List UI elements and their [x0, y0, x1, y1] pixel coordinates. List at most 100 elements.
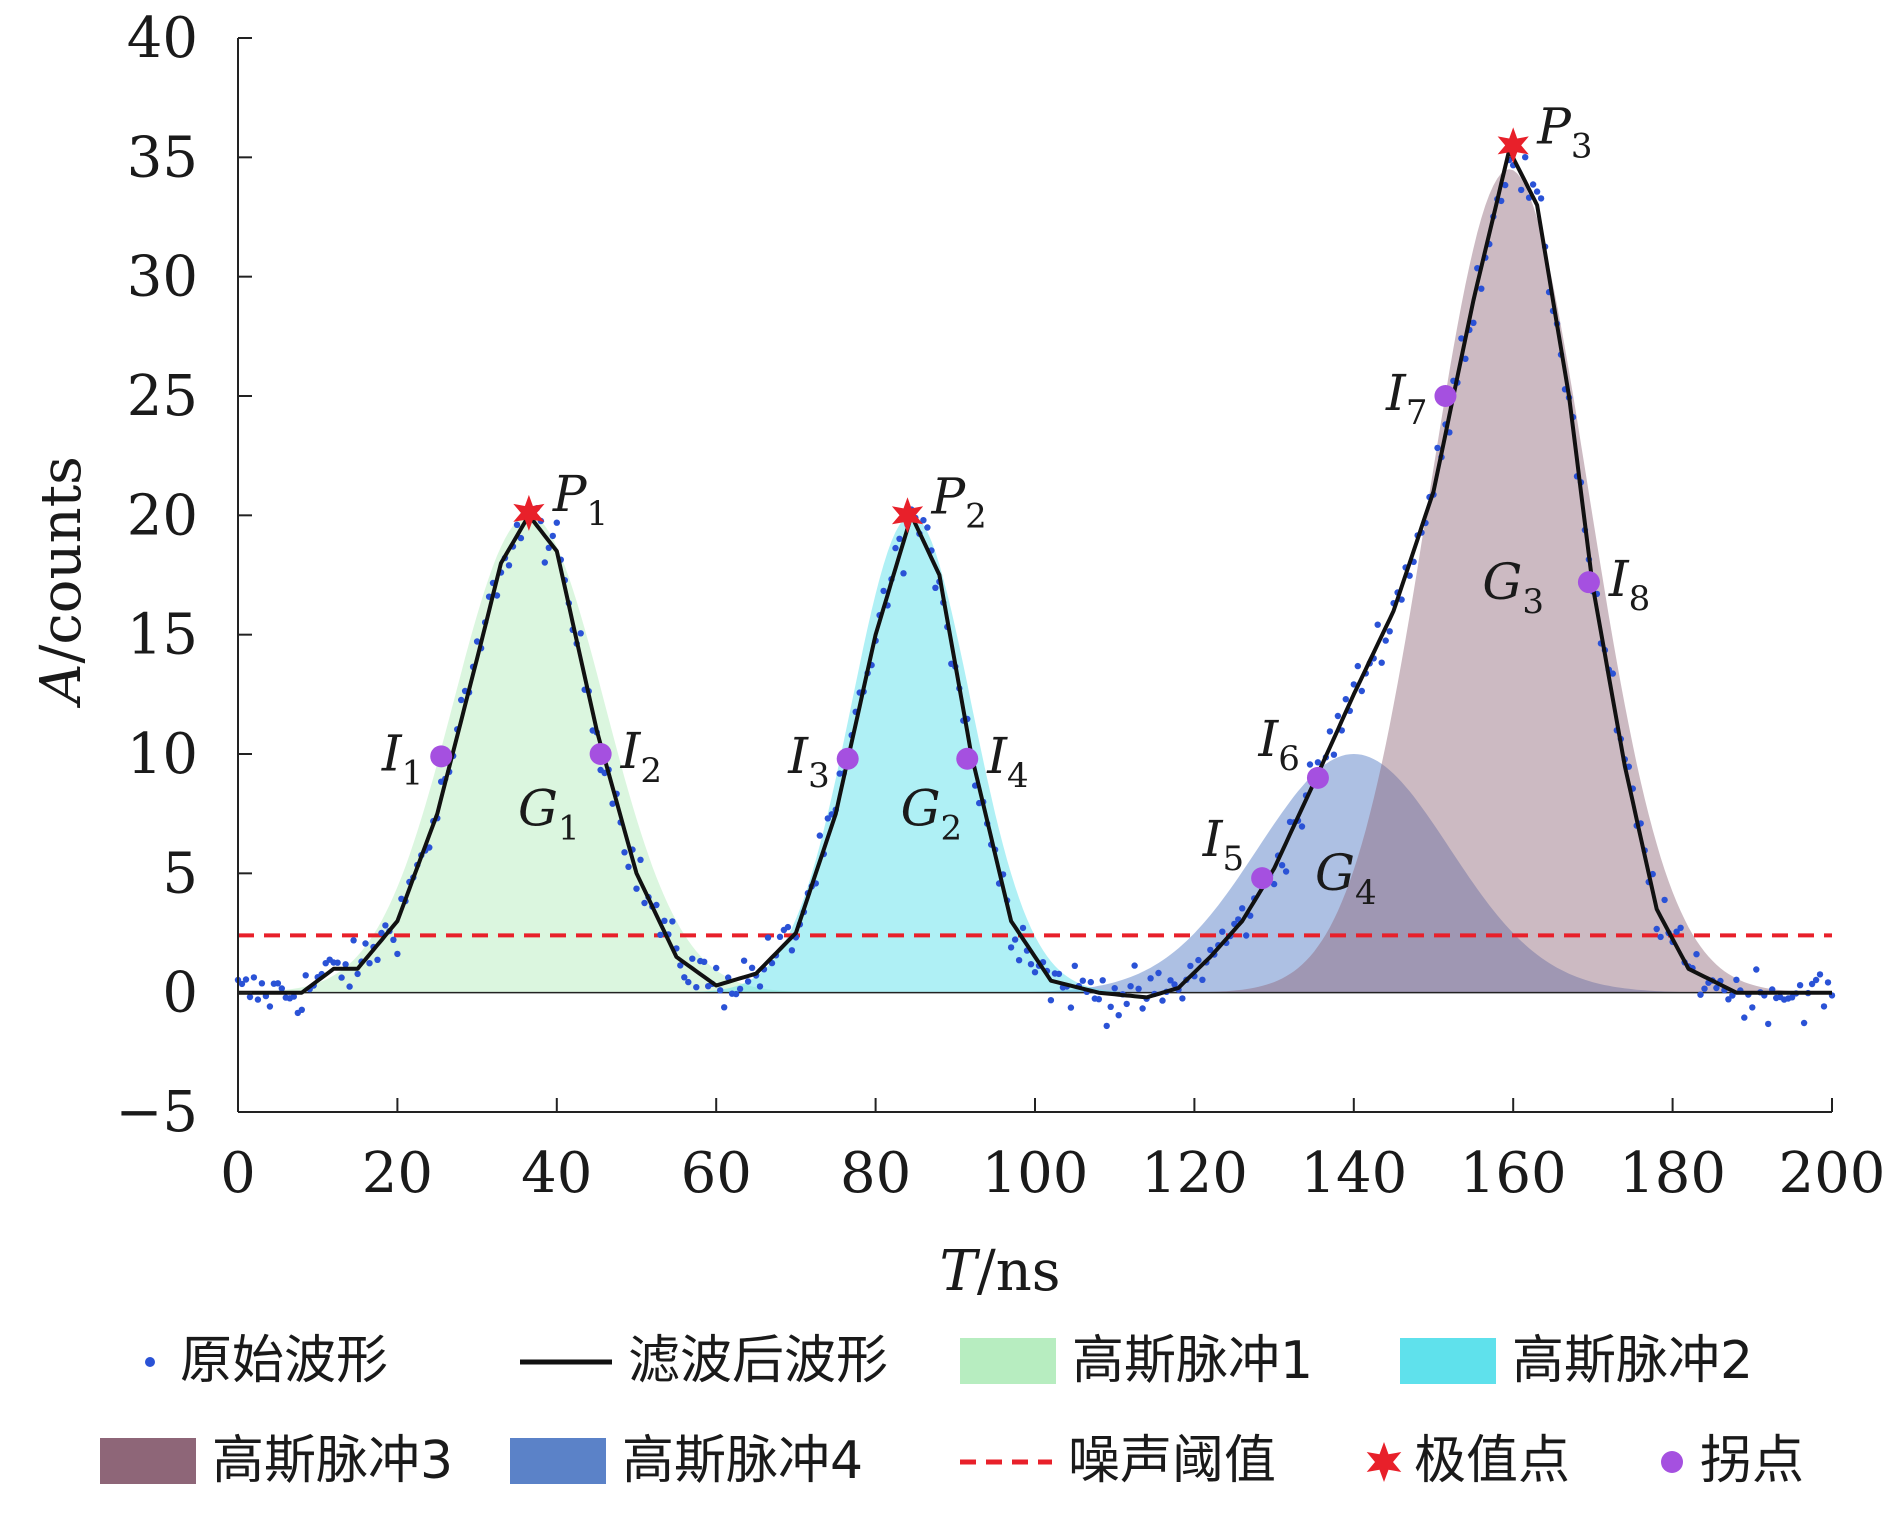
legend-marker-g3: [100, 1438, 196, 1484]
raw-waveform-point: [1741, 1014, 1748, 1021]
raw-waveform-point: [776, 933, 784, 940]
raw-waveform-point: [1749, 1004, 1756, 1011]
raw-waveform-point: [1725, 996, 1732, 1003]
raw-waveform-point: [254, 996, 262, 1003]
raw-waveform-point: [1282, 868, 1290, 875]
gaussian-label-4: G4: [1315, 844, 1377, 913]
x-tick-label: 100: [982, 1141, 1089, 1206]
filtered-waveform-line: [238, 148, 1832, 1000]
x-tick-label: 20: [362, 1141, 433, 1206]
raw-waveform-point: [1159, 997, 1166, 1004]
raw-waveform-point: [1533, 188, 1541, 195]
raw-waveform-point: [1095, 996, 1103, 1003]
inflection-point-3: [836, 747, 859, 770]
raw-waveform-point: [366, 960, 373, 967]
raw-waveform-point: [621, 849, 628, 856]
raw-waveform-point: [541, 559, 548, 566]
raw-waveform-point: [880, 587, 887, 595]
gaussian-pulse-3-fill: [1190, 169, 1829, 993]
raw-waveform-point: [278, 985, 285, 992]
x-tick-label: 0: [220, 1141, 256, 1206]
legend-label-g1: 高斯脉冲1: [1072, 1331, 1313, 1391]
raw-waveform-point: [1123, 1000, 1130, 1008]
raw-waveform-point: [258, 980, 266, 987]
raw-waveform-point: [1087, 978, 1095, 986]
raw-waveform-point: [1115, 1012, 1122, 1019]
legend-label-filtered: 滤波后波形: [628, 1331, 888, 1391]
raw-waveform-point: [1729, 992, 1736, 999]
inflection-point-6: [1306, 766, 1329, 789]
inflection-label-3: I3: [787, 727, 829, 796]
raw-waveform-point: [505, 562, 513, 569]
raw-waveform-point: [896, 535, 903, 542]
raw-waveform-point: [1733, 976, 1740, 983]
raw-waveform-point: [669, 918, 676, 925]
raw-waveform-point: [545, 544, 552, 551]
raw-waveform-point: [390, 936, 397, 943]
raw-waveform-point: [394, 950, 401, 958]
raw-waveform-point: [1653, 925, 1660, 933]
legend-marker-inflection: [1661, 1451, 1683, 1473]
raw-waveform-point: [298, 1006, 305, 1013]
raw-waveform-point: [338, 974, 345, 981]
raw-waveform-point: [788, 947, 796, 954]
raw-waveform-point: [1298, 823, 1306, 830]
gaussian-pulse-2-fill: [672, 515, 1151, 993]
raw-waveform-point: [1657, 933, 1664, 941]
legend-label-g4: 高斯脉冲4: [622, 1431, 863, 1491]
raw-waveform-point: [1111, 985, 1118, 992]
raw-waveform-point: [1334, 712, 1342, 720]
raw-waveform-point: [1354, 662, 1362, 670]
raw-waveform-point: [1099, 977, 1106, 984]
raw-waveform-point: [693, 984, 700, 991]
raw-waveform-point: [1470, 319, 1477, 326]
raw-waveform-point: [549, 532, 556, 540]
raw-waveform-point: [458, 696, 465, 704]
raw-waveform-point: [1673, 928, 1680, 935]
raw-waveform-point: [1107, 1003, 1114, 1010]
raw-waveform-point: [250, 974, 258, 981]
raw-waveform-point: [1661, 896, 1668, 904]
raw-waveform-point: [1374, 621, 1381, 628]
x-tick-label: 120: [1141, 1141, 1248, 1206]
raw-waveform-point: [1103, 1022, 1110, 1030]
raw-waveform-point: [744, 978, 752, 985]
legend-marker-g2: [1400, 1338, 1496, 1384]
raw-waveform-point: [1127, 983, 1134, 990]
raw-waveform-point: [1306, 761, 1314, 768]
legend: 原始波形 滤波后波形 高斯脉冲1 高斯脉冲2 高斯脉冲3 高斯脉冲4 噪声阈值 极值点 拐点: [100, 1331, 1804, 1491]
raw-waveform-point: [1071, 962, 1079, 969]
extremum-point-2: [891, 497, 924, 534]
raw-waveform-point: [473, 638, 481, 645]
axes: −5 0 5 10 15 20 25 30 35 40 0 20 40 60 80 100 120 140 160 1…: [115, 6, 1885, 1206]
legend-label-g3: 高斯脉冲3: [212, 1431, 453, 1491]
raw-waveform-point: [1350, 681, 1358, 688]
x-tick-label: 160: [1460, 1141, 1567, 1206]
x-tick-label: 200: [1779, 1141, 1886, 1206]
raw-waveform-point: [1011, 936, 1019, 943]
raw-waveform-point: [1382, 637, 1389, 644]
raw-waveform-point: [513, 521, 521, 528]
raw-waveform-point: [1796, 982, 1804, 989]
raw-waveform-point: [1239, 905, 1246, 912]
raw-waveform-point: [1824, 979, 1832, 986]
raw-waveform-point: [756, 983, 764, 990]
raw-waveform-point: [1522, 154, 1529, 161]
raw-waveform-point: [824, 815, 831, 822]
raw-waveform-point: [1808, 980, 1816, 988]
inflection-label-5: I5: [1202, 810, 1244, 879]
y-tick-label: 35: [127, 125, 198, 190]
raw-waveform-point: [1326, 728, 1334, 735]
raw-waveform-point: [577, 630, 584, 637]
legend-label-g2: 高斯脉冲2: [1512, 1331, 1753, 1391]
raw-waveform-point: [1386, 628, 1393, 635]
raw-waveform-point: [1458, 335, 1465, 342]
raw-waveform-point: [1713, 984, 1720, 992]
raw-waveform-point: [350, 937, 357, 944]
raw-waveform-point: [900, 570, 907, 577]
raw-waveform-point: [290, 993, 297, 1000]
inflection-label-4: I4: [986, 727, 1028, 796]
raw-waveform-point: [1788, 994, 1796, 1001]
x-tick-label: 140: [1300, 1141, 1407, 1206]
